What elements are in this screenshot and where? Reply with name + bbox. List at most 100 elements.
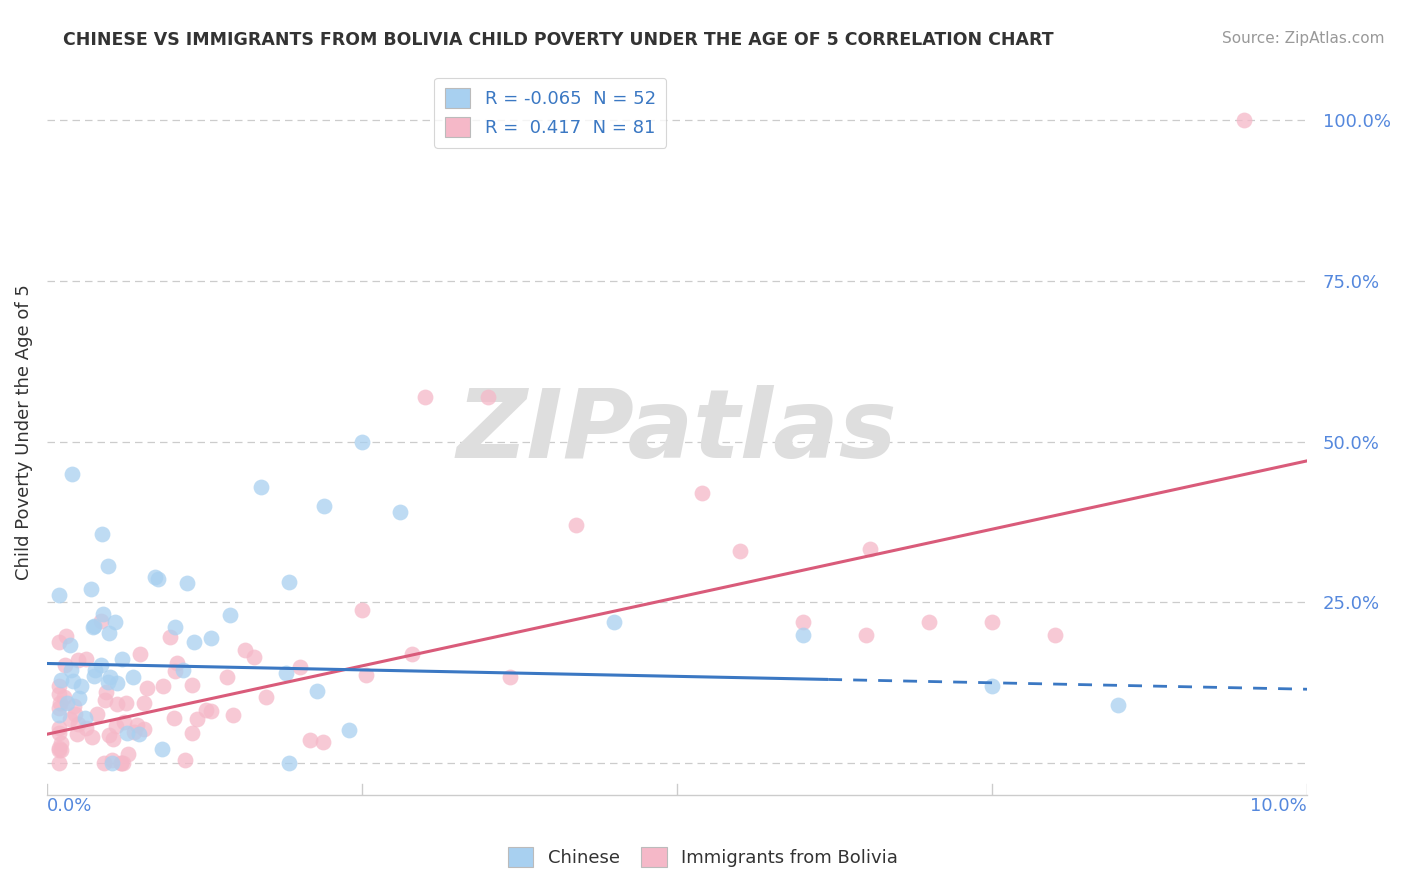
Point — [83, 668, 105, 682]
Point — [82, 619, 104, 633]
Point — [163, 711, 186, 725]
Point — [166, 656, 188, 670]
Point — [350, 434, 373, 449]
Point — [274, 665, 297, 680]
Text: 0.0%: 0.0% — [46, 797, 93, 814]
Point — [80, 730, 103, 744]
Point — [51, 673, 73, 687]
Point — [981, 615, 1004, 629]
Text: 10.0%: 10.0% — [1250, 797, 1308, 814]
Point — [288, 659, 311, 673]
Point — [104, 615, 127, 630]
Point — [1233, 113, 1256, 128]
Point — [101, 753, 124, 767]
Point — [96, 559, 118, 574]
Point — [150, 742, 173, 756]
Point — [48, 679, 70, 693]
Point — [60, 663, 83, 677]
Point — [174, 753, 197, 767]
Point — [101, 756, 124, 771]
Point — [254, 690, 277, 704]
Point — [337, 723, 360, 738]
Point — [110, 756, 132, 771]
Point — [152, 679, 174, 693]
Point — [53, 690, 76, 705]
Point — [855, 627, 877, 641]
Point — [172, 663, 194, 677]
Point — [94, 685, 117, 699]
Point — [859, 542, 882, 557]
Point — [122, 725, 145, 739]
Point — [1107, 698, 1129, 713]
Point — [148, 572, 170, 586]
Point — [181, 678, 204, 692]
Point — [388, 505, 411, 519]
Y-axis label: Child Poverty Under the Age of 5: Child Poverty Under the Age of 5 — [15, 284, 32, 580]
Point — [91, 607, 114, 622]
Point — [69, 691, 91, 706]
Point — [195, 703, 218, 717]
Point — [112, 714, 135, 729]
Point — [233, 643, 256, 657]
Point — [66, 726, 89, 740]
Point — [312, 735, 335, 749]
Point — [53, 657, 76, 672]
Point — [183, 635, 205, 649]
Point — [143, 570, 166, 584]
Point — [603, 615, 626, 629]
Point — [176, 576, 198, 591]
Point — [98, 728, 121, 742]
Point — [97, 626, 120, 640]
Point — [83, 618, 105, 632]
Point — [105, 676, 128, 690]
Point — [792, 615, 814, 629]
Point — [277, 574, 299, 589]
Point — [413, 390, 436, 404]
Point — [105, 697, 128, 711]
Point — [134, 723, 156, 737]
Point — [314, 499, 336, 513]
Text: CHINESE VS IMMIGRANTS FROM BOLIVIA CHILD POVERTY UNDER THE AGE OF 5 CORRELATION : CHINESE VS IMMIGRANTS FROM BOLIVIA CHILD… — [63, 31, 1054, 49]
Point — [111, 756, 134, 771]
Point — [125, 718, 148, 732]
Point — [728, 544, 751, 558]
Point — [117, 747, 139, 762]
Point — [48, 687, 70, 701]
Point — [48, 741, 70, 756]
Point — [221, 708, 243, 723]
Point — [67, 717, 90, 731]
Point — [792, 627, 814, 641]
Point — [93, 756, 115, 771]
Point — [86, 706, 108, 721]
Point — [181, 726, 204, 740]
Point — [401, 647, 423, 661]
Point — [48, 721, 70, 735]
Legend: R = -0.065  N = 52, R =  0.417  N = 81: R = -0.065 N = 52, R = 0.417 N = 81 — [434, 78, 666, 148]
Point — [48, 635, 70, 649]
Point — [73, 711, 96, 725]
Point — [97, 675, 120, 690]
Point — [981, 679, 1004, 693]
Point — [565, 518, 588, 533]
Point — [70, 679, 93, 693]
Point — [128, 727, 150, 741]
Point — [75, 721, 97, 735]
Point — [200, 631, 222, 645]
Point — [60, 467, 83, 481]
Point — [48, 708, 70, 723]
Point — [104, 719, 127, 733]
Point — [278, 756, 301, 771]
Point — [59, 712, 82, 726]
Point — [115, 726, 138, 740]
Point — [128, 648, 150, 662]
Point — [101, 731, 124, 746]
Point — [90, 614, 112, 628]
Point — [200, 704, 222, 718]
Point — [159, 630, 181, 644]
Point — [48, 701, 70, 715]
Point — [305, 684, 328, 698]
Point — [49, 696, 72, 710]
Point — [48, 588, 70, 602]
Point — [94, 693, 117, 707]
Point — [49, 736, 72, 750]
